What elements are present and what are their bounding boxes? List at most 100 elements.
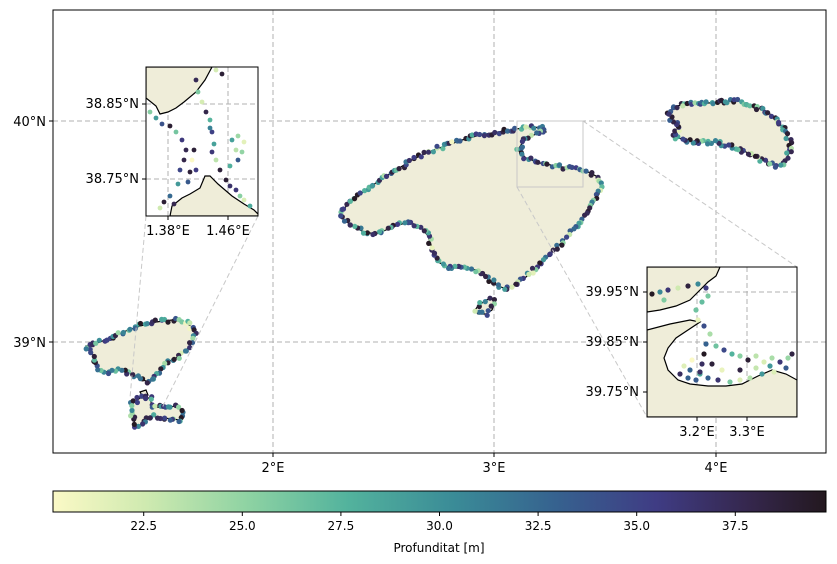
depth-point (583, 168, 589, 174)
depth-point (661, 297, 667, 303)
depth-point (179, 137, 185, 143)
depth-point (526, 271, 532, 277)
depth-point (446, 265, 452, 271)
depth-point (693, 377, 699, 383)
depth-point (468, 266, 475, 272)
depth-point (747, 103, 753, 109)
depth-point (519, 138, 526, 145)
depth-point (699, 361, 705, 367)
depth-point (745, 151, 752, 157)
depth-point (491, 277, 497, 283)
depth-point (482, 299, 488, 305)
depth-point (150, 376, 156, 382)
depth-point (788, 149, 794, 155)
depth-point (582, 212, 588, 218)
depth-point (767, 363, 773, 369)
depth-point (352, 223, 358, 229)
depth-point (144, 321, 150, 327)
depth-point (703, 341, 709, 347)
inset-mallorca: 39.95°N 39.85°N 39.75°N 3.2°E 3.3°E (586, 266, 798, 440)
depth-point (165, 319, 171, 325)
depth-point (707, 331, 713, 337)
depth-point (187, 169, 193, 175)
depth-point (721, 347, 727, 353)
depth-point (589, 170, 595, 176)
depth-point (144, 380, 150, 386)
depth-point (181, 157, 187, 163)
depth-point (191, 147, 197, 153)
depth-point (518, 146, 524, 152)
depth-point (429, 245, 435, 251)
depth-point (705, 375, 711, 381)
depth-point (115, 330, 121, 336)
depth-point (531, 125, 537, 131)
depth-point (139, 393, 145, 399)
depth-point (760, 105, 766, 112)
depth-point (504, 128, 511, 134)
depth-point (155, 415, 161, 421)
depth-point (509, 284, 515, 290)
connector-ibiza-right (161, 215, 259, 409)
depth-point (456, 263, 462, 269)
depth-point (105, 370, 112, 377)
depth-point (338, 213, 344, 219)
depth-point (689, 357, 695, 363)
depth-point (129, 403, 135, 409)
depth-point (559, 242, 565, 248)
depth-point (665, 287, 671, 293)
depth-point (757, 158, 763, 164)
depth-point (785, 355, 791, 361)
depth-point (171, 201, 177, 207)
depth-point (564, 234, 570, 240)
depth-point (554, 242, 560, 248)
inset-mallorca-points (649, 281, 795, 385)
depth-point (93, 340, 99, 346)
depth-point (540, 257, 547, 263)
depth-point (529, 265, 536, 271)
depth-point (227, 183, 233, 189)
depth-point (167, 193, 173, 199)
depth-point (187, 320, 193, 326)
depth-point (657, 289, 663, 295)
depth-point (176, 355, 182, 361)
depth-point (571, 226, 577, 232)
depth-point (753, 353, 759, 359)
depth-point (167, 123, 173, 129)
depth-point (473, 269, 479, 275)
depth-point (425, 149, 432, 155)
depth-point (695, 281, 701, 287)
depth-point (554, 246, 560, 252)
depth-point (207, 125, 213, 131)
depth-point (472, 308, 478, 314)
depth-point (481, 133, 487, 139)
depth-point (703, 285, 709, 291)
depth-point (705, 293, 711, 299)
depth-point (598, 180, 604, 186)
depth-point (703, 99, 709, 105)
zoom-box-mallorca (516, 120, 584, 188)
depth-point (713, 343, 719, 349)
depth-point (207, 117, 213, 123)
depth-point (693, 307, 699, 313)
depth-point (569, 164, 575, 170)
depth-point (674, 105, 680, 111)
lon-label-2e: 2°E (262, 461, 285, 476)
depth-point (753, 365, 759, 371)
lon-label-4e: 4°E (705, 461, 728, 476)
colorbar-gradient (52, 490, 827, 513)
colorbar-tick-label: 22.5 (130, 519, 157, 533)
depth-point (402, 220, 408, 226)
depth-point (537, 260, 543, 266)
depth-point (421, 228, 427, 234)
inset-ibiza-lat-label-2: 38.75°N (86, 172, 139, 187)
depth-point (547, 251, 553, 258)
depth-point (695, 317, 701, 323)
depth-point (237, 193, 243, 199)
depth-point (485, 308, 491, 314)
depth-point (396, 166, 402, 172)
colorbar-label: Profunditat [m] (393, 541, 484, 555)
depth-point (789, 351, 795, 357)
inset-ibiza-points (147, 67, 253, 211)
depth-point (167, 417, 173, 423)
depth-point (352, 196, 358, 202)
